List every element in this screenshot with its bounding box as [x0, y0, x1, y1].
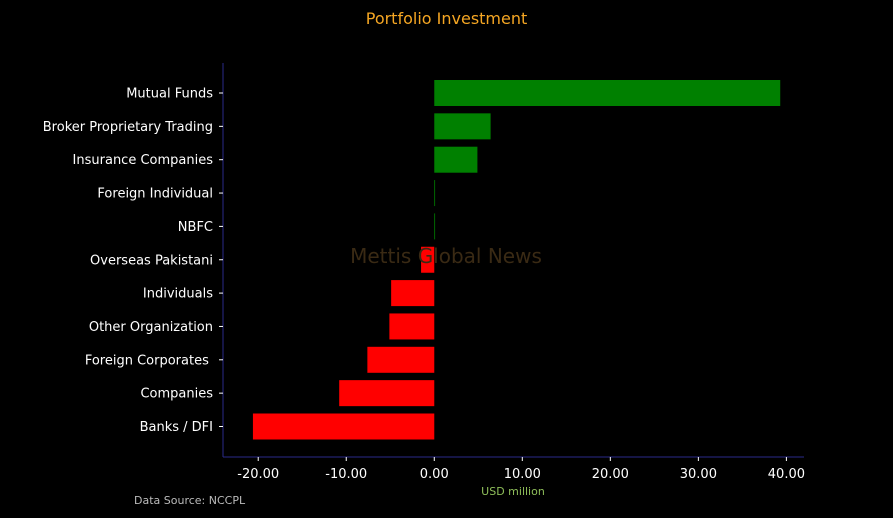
bar-other-organization: [389, 313, 435, 340]
bar-nbfc: [434, 213, 436, 240]
x-tick-label: 40.00: [768, 467, 805, 482]
y-tick-label: Companies: [140, 387, 213, 402]
y-ticks-layer: Mutual Funds Broker Proprietary Trading In…: [43, 87, 223, 435]
x-tick-label: -10.00: [325, 467, 367, 482]
source-note: Data Source: NCCPL: [134, 494, 246, 507]
bar-companies: [339, 380, 435, 407]
bar-foreign-individual: [434, 180, 436, 207]
x-tick-label: 10.00: [504, 467, 541, 482]
y-tick-label: Other Organization: [89, 320, 213, 335]
bar-insurance-companies: [434, 146, 478, 173]
y-tick-label: Banks / DFI: [140, 420, 213, 435]
x-axis-label: USD million: [481, 485, 545, 498]
x-tick-label: 20.00: [592, 467, 629, 482]
x-tick-label: -20.00: [237, 467, 279, 482]
bar-broker-proprietary-trading: [434, 113, 491, 140]
bar-individuals: [391, 280, 435, 307]
bar-foreign-corporates: [367, 346, 435, 373]
bar-mutual-funds: [434, 80, 781, 106]
y-tick-label: Mutual Funds: [126, 87, 213, 102]
y-tick-label: Insurance Companies: [73, 153, 214, 168]
y-tick-label: Foreign Corporates: [85, 353, 213, 368]
x-tick-label: 0.00: [420, 467, 449, 482]
y-tick-label: NBFC: [178, 220, 213, 235]
y-tick-label: Broker Proprietary Trading: [43, 120, 213, 135]
y-tick-label: Individuals: [143, 287, 213, 302]
x-tick-label: 30.00: [680, 467, 717, 482]
bar-overseas-pakistani: [421, 246, 435, 273]
watermark-text: Mettis Global News: [350, 244, 542, 268]
y-tick-label: Foreign Individual: [97, 187, 213, 202]
chart-title: Portfolio Investment: [366, 9, 528, 28]
x-ticks-layer: -20.00 -10.00 0.00 10.00 20.00 30.00 40.00: [237, 457, 805, 482]
bars-layer: [252, 80, 781, 440]
bar-banks-dfi: [252, 413, 435, 440]
y-tick-label: Overseas Pakistani: [90, 253, 213, 268]
